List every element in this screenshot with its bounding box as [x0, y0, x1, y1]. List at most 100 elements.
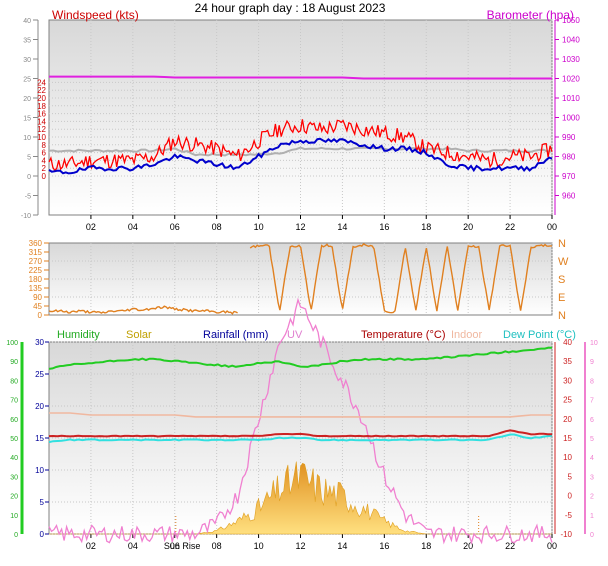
left-outer-tick-label: 30 [23, 57, 31, 64]
x-tick-label: 04 [128, 541, 138, 551]
left-inner-tick-label: 20 [37, 94, 46, 103]
x-tick-label: 02 [86, 222, 96, 232]
uv-tick-label: 6 [590, 417, 594, 424]
temperature-tick-label: 30 [563, 376, 572, 385]
direction-tick-label: 360 [29, 239, 43, 248]
rainfall-label: Rainfall (mm) [203, 329, 268, 341]
left-outer-tick-label: 35 [23, 38, 31, 45]
x-tick-label: 00 [547, 222, 557, 232]
left-inner-tick-label: 16 [37, 110, 46, 119]
solar-label: Solar [126, 329, 152, 341]
direction-tick-label: 45 [33, 302, 42, 311]
right-tick-label: 1020 [562, 75, 580, 84]
uv-tick-label: 3 [590, 474, 594, 481]
rain-tick-label: 10 [35, 466, 44, 475]
humidity-tick-label: 80 [10, 378, 18, 385]
left-inner-tick-label: 2 [42, 164, 47, 173]
x-tick-label: 00 [547, 541, 557, 551]
left-outer-tick-label: 20 [23, 96, 31, 103]
humidity-tick-label: 70 [10, 398, 18, 405]
x-tick-label: 12 [295, 541, 305, 551]
left-inner-tick-label: 14 [37, 117, 46, 126]
direction-line [249, 242, 552, 314]
direction-tick-label: 90 [33, 293, 42, 302]
left-inner-tick-label: 18 [37, 102, 46, 111]
direction-tick-label: 180 [29, 275, 43, 284]
compass-label: E [558, 292, 565, 304]
direction-tick-label: 135 [29, 284, 43, 293]
x-tick-label: 06 [170, 541, 180, 551]
windspeed-label: Windspeed (kts) [52, 8, 139, 22]
left-outer-tick-label: 40 [23, 18, 31, 25]
x-tick-label: 12 [295, 222, 305, 232]
x-tick-label: 08 [212, 541, 222, 551]
humidity-tick-label: 50 [10, 436, 18, 443]
temperature-label: Temperature (°C) [361, 329, 445, 341]
left-outer-tick-label: 15 [23, 116, 31, 123]
right-tick-label: 990 [562, 133, 576, 142]
x-tick-label: 08 [212, 222, 222, 232]
humidity-tick-label: 30 [10, 474, 18, 481]
left-outer-tick-label: 0 [27, 174, 31, 181]
uv-tick-label: 5 [590, 436, 594, 443]
sunrise-label: Sun Rise [164, 541, 201, 551]
uv-tick-label: 0 [590, 532, 594, 539]
rain-tick-label: 0 [40, 530, 45, 539]
uv-tick-label: 8 [590, 378, 594, 385]
uv-tick-label: 1 [590, 513, 594, 520]
x-tick-label: 10 [254, 222, 264, 232]
temperature-tick-label: 25 [563, 396, 572, 405]
gust-line [48, 119, 553, 172]
temperature-tick-label: 15 [563, 434, 572, 443]
humidity-tick-label: 100 [6, 340, 18, 347]
rain-tick-label: 30 [35, 338, 44, 347]
temperature-tick-label: -5 [565, 511, 573, 520]
right-tick-label: 980 [562, 153, 576, 162]
right-tick-label: 960 [562, 192, 576, 201]
rain-tick-label: 15 [35, 434, 44, 443]
x-tick-label: 20 [463, 541, 473, 551]
humidity-tick-label: 40 [10, 455, 18, 462]
barometer-line [49, 75, 552, 80]
temperature-series [48, 297, 553, 545]
left-inner-tick-label: 24 [37, 78, 46, 87]
uv-tick-label: 9 [590, 359, 594, 366]
x-tick-label: 16 [379, 541, 389, 551]
direction-series [48, 242, 552, 315]
wind-axes: -10-505101520253035400246810121416182022… [21, 16, 580, 232]
left-inner-tick-label: 0 [42, 172, 47, 181]
right-tick-label: 1050 [562, 16, 580, 25]
right-tick-label: 1030 [562, 55, 580, 64]
compass-label: W [558, 256, 569, 268]
x-tick-label: 02 [86, 541, 96, 551]
rain-tick-label: 25 [35, 370, 44, 379]
humidity-tick-label: 90 [10, 359, 18, 366]
temperature-tick-label: 40 [563, 338, 572, 347]
left-inner-tick-label: 10 [37, 133, 46, 142]
left-outer-tick-label: -5 [25, 194, 31, 201]
temperature-tick-label: 5 [568, 472, 573, 481]
temperature-tick-label: 20 [563, 415, 572, 424]
humidity-tick-label: 60 [10, 417, 18, 424]
temperature-line [48, 429, 553, 438]
humidity-tick-label: 10 [10, 513, 18, 520]
left-outer-tick-label: -10 [21, 213, 31, 220]
uv-label: UV [287, 329, 303, 341]
x-tick-label: 16 [379, 222, 389, 232]
temperature-tick-label: 10 [563, 453, 572, 462]
x-tick-label: 04 [128, 222, 138, 232]
dewpoint-line [48, 433, 553, 444]
right-tick-label: 970 [562, 172, 576, 181]
indoor-label: Indoor [451, 329, 483, 341]
temperature-tick-label: 35 [563, 357, 572, 366]
uv-tick-label: 7 [590, 398, 594, 405]
wind-average-line [48, 137, 553, 175]
uv-line [48, 297, 553, 545]
left-inner-tick-label: 22 [37, 86, 46, 95]
dewpoint-label: Dew Point (°C) [503, 329, 576, 341]
x-tick-label: 18 [421, 222, 431, 232]
chart-title: 24 hour graph day : 18 August 2023 [195, 1, 386, 15]
